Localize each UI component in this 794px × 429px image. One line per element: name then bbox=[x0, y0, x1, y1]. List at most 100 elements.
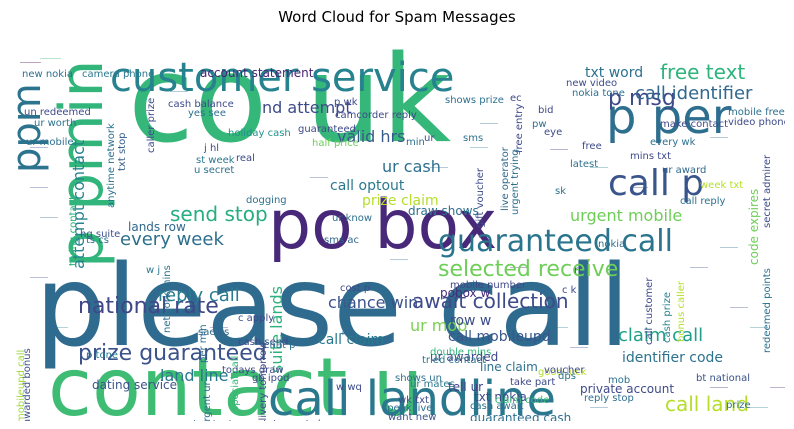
cloud-word: shows un bbox=[395, 373, 442, 384]
cloud-word: free entry bbox=[514, 104, 525, 153]
cloud-word: anytime network bbox=[106, 123, 117, 208]
cloud-word: want new bbox=[388, 412, 436, 421]
word-cloud: co uk please call contact u po box call land… bbox=[10, 33, 785, 421]
cloud-word: network mins bbox=[162, 265, 173, 333]
filler-mark bbox=[710, 137, 728, 138]
cloud-word: new nokia bbox=[22, 69, 73, 80]
cloud-word: ppm bbox=[10, 83, 50, 173]
cloud-word: ur mobile bbox=[26, 137, 74, 148]
cloud-word: secret admirer bbox=[762, 154, 773, 228]
cloud-word: lands row bbox=[128, 220, 186, 234]
cloud-word: txt stop bbox=[117, 132, 128, 171]
cloud-word: nd attempt bbox=[262, 98, 352, 117]
cloud-word: ec bbox=[510, 93, 522, 104]
cloud-word: redeemed points bbox=[762, 268, 773, 353]
cloud-word: ur mob bbox=[410, 316, 467, 335]
filler-mark bbox=[480, 123, 498, 124]
cloud-word: mobile number bbox=[450, 280, 527, 291]
filler-mark bbox=[710, 387, 728, 388]
cloud-word: per min bbox=[198, 324, 209, 363]
cloud-word: prize bbox=[726, 400, 751, 411]
cloud-word: account statement bbox=[200, 66, 314, 80]
cloud-word: delivery tomorrow bbox=[258, 342, 269, 421]
cloud-word: chance win bbox=[328, 293, 418, 312]
cloud-word: every wk bbox=[650, 137, 696, 148]
cloud-word: p wk bbox=[334, 97, 358, 108]
cloud-word: sms bbox=[463, 133, 483, 144]
cloud-word: reply stop bbox=[584, 393, 634, 404]
cloud-word: prize guaranteed bbox=[78, 341, 267, 366]
filler-mark bbox=[390, 259, 408, 260]
cloud-word: cash balance bbox=[168, 99, 234, 110]
cloud-word: draw shows bbox=[408, 204, 479, 218]
cloud-word: good luck bbox=[538, 367, 587, 378]
filler-mark bbox=[750, 407, 768, 408]
cloud-word: guaranteed cash bbox=[470, 411, 571, 421]
cloud-word: co uk bbox=[128, 33, 452, 170]
cloud-word: chat p bbox=[264, 340, 295, 351]
cloud-word: gift voucher bbox=[475, 167, 486, 228]
cloud-word: wk txt bbox=[398, 395, 429, 406]
cloud-word: tried contact bbox=[422, 355, 486, 366]
filler-mark bbox=[510, 267, 528, 268]
cloud-word: await collection bbox=[412, 289, 569, 313]
cloud-word: prize claim bbox=[362, 193, 439, 209]
filler-mark bbox=[30, 277, 48, 278]
cloud-word: p msg bbox=[608, 86, 676, 111]
cloud-word: pobox w bbox=[440, 286, 490, 300]
cloud-word: tell ur bbox=[448, 380, 483, 394]
cloud-word: c k bbox=[562, 285, 577, 296]
cloud-word: real bbox=[236, 153, 255, 164]
cloud-word: p tone bbox=[86, 350, 118, 361]
cloud-word: mobileupd call bbox=[16, 350, 27, 421]
cloud-word: ts cs bbox=[86, 235, 109, 246]
cloud-word: j hl bbox=[203, 143, 219, 154]
cloud-word: reply call bbox=[158, 285, 240, 306]
cloud-word: camera phone bbox=[82, 69, 154, 80]
cloud-word: guaranteed bbox=[298, 124, 356, 135]
cloud-word: cash send bbox=[238, 337, 288, 348]
cloud-word: ur know bbox=[332, 213, 372, 224]
cloud-word: call claim bbox=[318, 332, 384, 348]
cloud-word: urgent ur bbox=[202, 380, 213, 421]
cloud-word: ur bbox=[424, 133, 435, 144]
filler-mark bbox=[70, 287, 88, 288]
cloud-word: urgent trying bbox=[510, 149, 521, 215]
cloud-word: special call bbox=[230, 356, 241, 411]
filler-mark bbox=[550, 149, 568, 150]
filler-mark bbox=[210, 327, 228, 328]
cloud-word: call land bbox=[665, 392, 749, 416]
cloud-word: land line bbox=[160, 366, 229, 385]
cloud-word: nokia tone bbox=[572, 88, 625, 99]
cloud-word: mob bbox=[608, 375, 630, 386]
filler-mark bbox=[40, 58, 61, 59]
cloud-word: video phone bbox=[728, 117, 785, 128]
cloud-word: row w bbox=[450, 313, 491, 329]
cloud-word: take part bbox=[510, 377, 555, 388]
cloud-word: valid hrs bbox=[337, 127, 405, 146]
cloud-word: caller prize bbox=[146, 98, 157, 153]
cloud-word: claim code bbox=[495, 395, 549, 406]
filler-mark bbox=[310, 177, 328, 178]
filler-mark bbox=[730, 307, 748, 308]
cloud-word: every week bbox=[120, 229, 224, 250]
cloud-word: todays draw bbox=[222, 365, 284, 376]
cloud-word: call landline bbox=[268, 371, 556, 421]
cloud-word: double mins bbox=[430, 347, 491, 358]
cloud-word: txt word bbox=[585, 65, 643, 81]
cloud-word: statement shows bbox=[258, 419, 344, 421]
cloud-word: call optout bbox=[330, 178, 405, 194]
cloud-word: identifier code bbox=[622, 350, 723, 366]
cloud-word: dogging bbox=[246, 195, 287, 206]
cloud-word: free text bbox=[660, 60, 745, 84]
cloud-word: txt nokia bbox=[474, 390, 527, 404]
cloud-word: un redeemed bbox=[24, 107, 91, 118]
filler-mark bbox=[30, 187, 48, 188]
cloud-word: mobile free bbox=[728, 107, 785, 118]
cloud-word: make contact bbox=[660, 119, 728, 130]
filler-mark bbox=[750, 327, 768, 328]
cloud-word: cash prize bbox=[662, 292, 673, 343]
cloud-word: speak live bbox=[382, 403, 432, 414]
cloud-word: holiday cash bbox=[228, 128, 291, 139]
